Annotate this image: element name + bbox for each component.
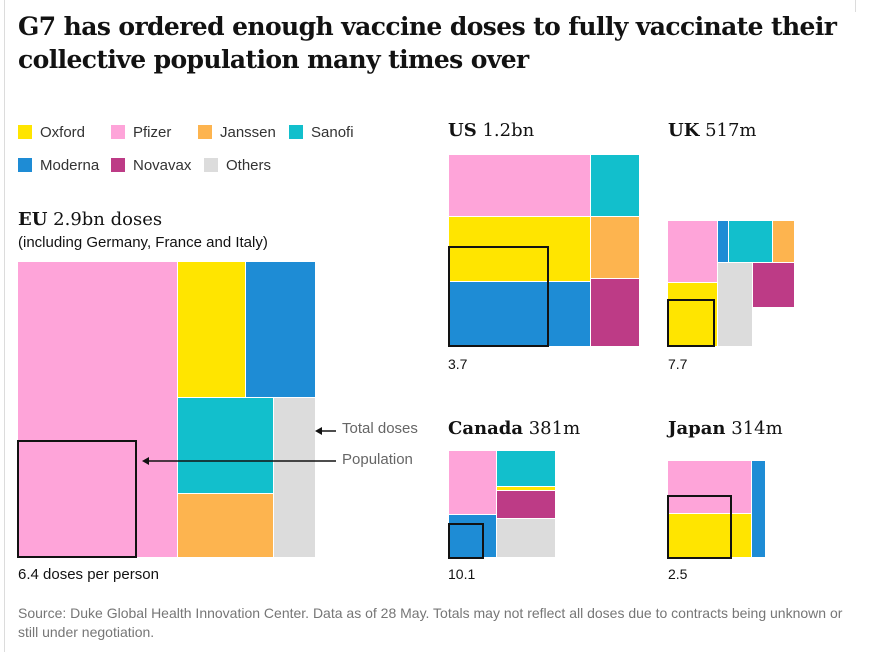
annotation-total-doses: Total doses	[342, 420, 418, 437]
region-total: 381m	[528, 418, 581, 439]
legend-item-janssen: Janssen	[198, 122, 276, 142]
treemap-segment-sanofi	[591, 155, 639, 216]
legend-label: Others	[226, 156, 272, 174]
treemap-segment-others	[497, 519, 555, 557]
region-name: UK	[668, 120, 700, 141]
legend-swatch	[198, 125, 212, 139]
treemap-segment-oxford	[178, 262, 245, 397]
treemap-eu	[17, 262, 315, 558]
region-total: 2.9bn doses	[53, 209, 163, 230]
legend-label: Moderna	[40, 156, 100, 174]
treemap-segment-pfizer	[668, 221, 717, 282]
legend-item-moderna: Moderna	[18, 155, 99, 175]
region-label-uk: UK 517m	[668, 120, 757, 141]
total-doses-arrowhead	[315, 427, 322, 435]
legend-item-sanofi: Sanofi	[289, 122, 354, 142]
legend-swatch	[111, 158, 125, 172]
left-rule	[4, 0, 5, 652]
ratio-japan: 2.5	[668, 566, 688, 582]
legend-swatch	[204, 158, 218, 172]
ratio-eu: 6.4 doses per person	[18, 566, 159, 583]
region-label-us: US 1.2bn	[448, 120, 534, 141]
treemap-segment-janssen	[773, 221, 794, 262]
treemap-segment-moderna	[246, 262, 315, 397]
treemap-segment-sanofi	[497, 451, 555, 486]
treemap-segment-sanofi	[729, 221, 772, 262]
treemap-segment-pfizer	[449, 451, 496, 514]
legend-item-oxford: Oxford	[18, 122, 85, 142]
treemap-segment-pfizer	[668, 461, 751, 513]
treemap-segment-novavax	[753, 263, 794, 307]
region-name: US	[448, 120, 477, 141]
treemap-japan	[667, 461, 765, 559]
treemap-segment-others	[718, 263, 752, 346]
region-total: 517m	[705, 120, 757, 141]
treemap-segment-pfizer	[449, 155, 590, 216]
ratio-us: 3.7	[448, 356, 468, 372]
chart-title: G7 has ordered enough vaccine doses to f…	[18, 12, 837, 74]
legend-label: Novavax	[133, 156, 192, 174]
legend-swatch	[111, 125, 125, 139]
treemap-segment-janssen	[591, 217, 639, 278]
population-box	[448, 246, 549, 347]
legend-swatch	[18, 158, 32, 172]
treemap-uk	[667, 221, 794, 347]
treemap-segment-sanofi	[178, 398, 273, 493]
annotation-arrows	[142, 427, 336, 465]
treemap-segment-moderna	[718, 221, 728, 262]
legend-swatch	[289, 125, 303, 139]
legend-item-others: Others	[204, 155, 271, 175]
treemap-us	[448, 155, 639, 347]
region-label-eu: EU 2.9bn doses	[18, 209, 162, 230]
ratio-canada: 10.1	[448, 566, 476, 582]
legend-label: Oxford	[40, 123, 86, 141]
legend-label: Pfizer	[133, 123, 172, 141]
population-box	[667, 299, 715, 347]
region-name: Japan	[668, 418, 726, 439]
legend-item-pfizer: Pfizer	[111, 122, 171, 142]
region-label-japan: Japan 314m	[668, 418, 783, 439]
treemap-canada	[448, 451, 555, 559]
legend-label: Sanofi	[311, 123, 354, 141]
treemap-segment-oxford	[668, 283, 717, 346]
treemap-segment-moderna	[752, 461, 765, 557]
treemap-segment-moderna	[449, 282, 590, 346]
region-name: EU	[18, 209, 48, 230]
region-total: 314m	[731, 418, 783, 439]
population-arrowhead	[142, 457, 149, 465]
eu-subtitle: (including Germany, France and Italy)	[18, 234, 268, 251]
region-name: Canada	[448, 418, 523, 439]
treemap-segment-novavax	[591, 279, 639, 346]
ratio-uk: 7.7	[668, 356, 688, 372]
region-total: 1.2bn	[482, 120, 535, 141]
population-box	[448, 523, 484, 559]
treemap-segment-others	[274, 398, 315, 557]
region-label-canada: Canada 381m	[448, 418, 580, 439]
treemap-segment-oxford	[668, 514, 751, 557]
treemap-segment-moderna	[449, 515, 496, 557]
legend-label: Janssen	[220, 123, 276, 141]
legend-item-novavax: Novavax	[111, 155, 191, 175]
treemap-segment-pfizer	[18, 262, 177, 557]
treemap-segment-janssen	[178, 494, 273, 557]
source-note: Source: Duke Global Health Innovation Ce…	[18, 605, 843, 640]
annotation-population: Population	[342, 451, 413, 468]
treemap-segment-oxford	[497, 487, 555, 490]
population-box	[667, 495, 732, 559]
treemap-segment-oxford	[449, 217, 590, 281]
right-rule	[855, 0, 856, 12]
treemap-segment-novavax	[497, 491, 555, 518]
legend-swatch	[18, 125, 32, 139]
population-box	[17, 440, 137, 558]
